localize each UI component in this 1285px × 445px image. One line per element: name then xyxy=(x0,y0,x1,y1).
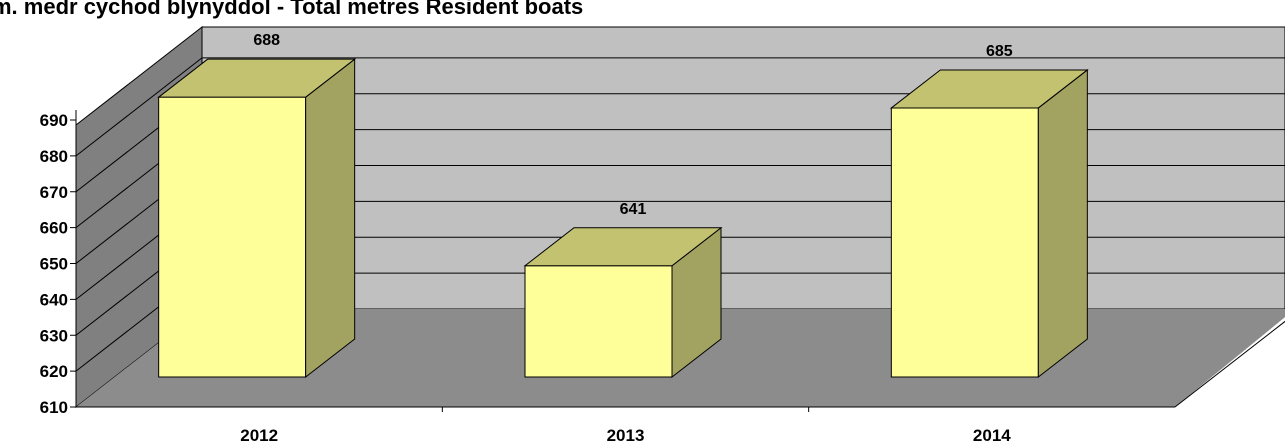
bar-side-2012 xyxy=(305,58,356,379)
y-tick-label: 680 xyxy=(40,147,68,166)
floor-edge xyxy=(1174,320,1285,408)
y-tick-label: 640 xyxy=(40,290,68,309)
labels: 610 620 630 640 650 660 670 680 690 2012 2013 2014 6… xyxy=(40,32,1013,445)
bar-front-2012 xyxy=(158,96,307,378)
bar-side-2014 xyxy=(1037,68,1088,379)
bar-top-2014 xyxy=(889,69,1089,109)
x-tick-label: 2014 xyxy=(973,426,1011,445)
y-tick-label: 650 xyxy=(40,255,68,274)
x-tick-label: 2012 xyxy=(240,426,278,445)
data-label: 685 xyxy=(986,43,1013,60)
x-tick-label: 2013 xyxy=(607,426,645,445)
y-tick-label: 620 xyxy=(40,362,68,381)
bar-top-2012 xyxy=(157,58,357,98)
y-tick-label: 660 xyxy=(40,219,68,238)
bar-front-2014 xyxy=(890,107,1039,378)
y-tick-label: 670 xyxy=(40,183,68,202)
back-wall xyxy=(201,26,1285,310)
bars xyxy=(157,58,1089,379)
bar-front-2013 xyxy=(524,265,673,378)
data-label: 641 xyxy=(620,201,647,218)
data-label: 688 xyxy=(253,32,280,49)
axes xyxy=(70,110,810,412)
gridline-side xyxy=(75,57,203,157)
y-tick-label: 630 xyxy=(40,326,68,345)
chart-title: m. medr cychod blynyddol - Total metres … xyxy=(0,0,584,19)
y-tick-label: 690 xyxy=(40,111,68,130)
y-tick-label: 610 xyxy=(40,398,68,417)
bar-top-2013 xyxy=(523,227,723,267)
